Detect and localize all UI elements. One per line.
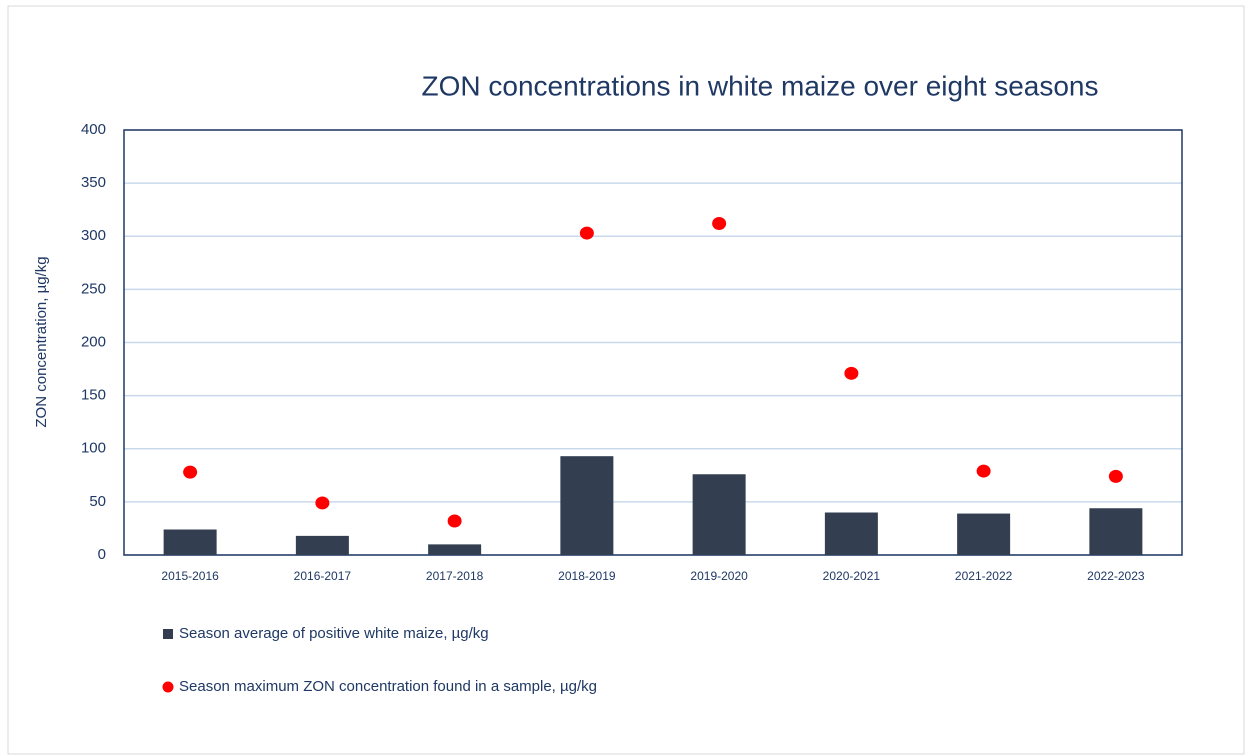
x-tick-label: 2021-2022	[955, 569, 1013, 583]
y-tick-label: 200	[81, 333, 106, 350]
legend-label: Season maximum ZON concentration found i…	[179, 678, 597, 695]
x-tick-label: 2020-2021	[823, 569, 881, 583]
point	[579, 226, 594, 240]
bar	[560, 456, 614, 555]
x-tick-label: 2018-2019	[558, 569, 616, 583]
point	[1108, 469, 1123, 483]
y-tick-label: 300	[81, 227, 106, 244]
y-tick-label: 250	[81, 280, 106, 297]
bar	[295, 535, 349, 555]
point	[976, 464, 991, 478]
point	[712, 217, 727, 230]
bar	[428, 544, 482, 555]
x-tick-label: 2019-2020	[690, 569, 748, 583]
x-tick-label: 2015-2016	[161, 569, 219, 583]
point	[447, 514, 462, 528]
x-tick-label: 2016-2017	[294, 569, 352, 583]
bar	[692, 474, 746, 555]
legend-label: Season average of positive white maize, …	[179, 625, 489, 642]
plot-border	[123, 129, 1183, 556]
y-tick-label: 100	[81, 440, 106, 457]
bar	[957, 513, 1011, 555]
y-tick-label: 50	[89, 493, 106, 510]
point	[315, 496, 330, 510]
point	[844, 366, 859, 380]
y-tick-label: 0	[98, 546, 106, 563]
x-tick-label: 2022-2023	[1087, 569, 1145, 583]
y-tick-label: 400	[81, 121, 106, 138]
bar	[824, 512, 878, 555]
bar	[163, 529, 217, 555]
legend-swatch	[162, 681, 174, 693]
point	[183, 465, 198, 479]
legend-swatch	[163, 629, 173, 639]
chart-title: ZON concentrations in white maize over e…	[422, 70, 1099, 101]
y-axis-label: ZON concentration, µg/kg	[33, 256, 50, 427]
y-tick-label: 150	[81, 387, 106, 404]
y-tick-label: 350	[81, 174, 106, 191]
bar	[1089, 508, 1143, 555]
x-tick-label: 2017-2018	[426, 569, 484, 583]
